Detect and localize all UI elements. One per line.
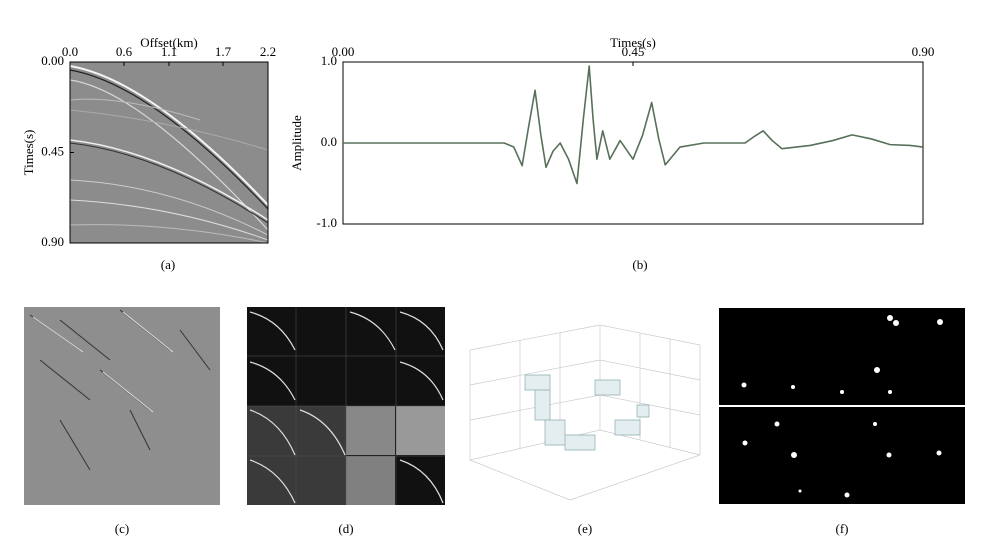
- x-tick-label: 0.0: [62, 44, 78, 59]
- x-axis-label: Times(s): [610, 35, 656, 50]
- y-tick-label: 0.45: [41, 143, 64, 158]
- panel-e-3d: [469, 324, 701, 501]
- caption: (b): [632, 257, 647, 272]
- panel-f-image: [719, 308, 965, 504]
- x-tick-label: 0.45: [622, 44, 645, 59]
- x-tick-label: 0.6: [116, 44, 133, 59]
- caption: (e): [578, 521, 592, 536]
- caption: (c): [115, 521, 129, 536]
- caption: (d): [338, 521, 353, 536]
- line-series: [343, 65, 924, 185]
- y-tick-label: 0.00: [41, 53, 64, 68]
- y-tick-label: 0.0: [321, 134, 337, 149]
- x-axis-label: Offset(km): [140, 35, 198, 50]
- x-tick-label: 0.90: [912, 44, 935, 59]
- y-tick-label: -1.0: [316, 215, 337, 230]
- panel-c-image: [24, 307, 220, 505]
- panel-d-grid: [247, 307, 445, 505]
- caption: (a): [161, 257, 175, 272]
- x-tick-label: 1.7: [215, 44, 232, 59]
- x-tick-label: 1.1: [161, 44, 177, 59]
- y-tick-label: 0.90: [41, 234, 64, 249]
- x-tick-label: 2.2: [260, 44, 276, 59]
- y-axis-label: Amplitude: [289, 115, 304, 171]
- seismic-image: [70, 62, 268, 243]
- x-tick-label: 0.00: [332, 44, 355, 59]
- y-tick-label: 1.0: [321, 53, 337, 68]
- y-axis-label: Times(s): [21, 130, 36, 176]
- caption: (f): [836, 521, 849, 536]
